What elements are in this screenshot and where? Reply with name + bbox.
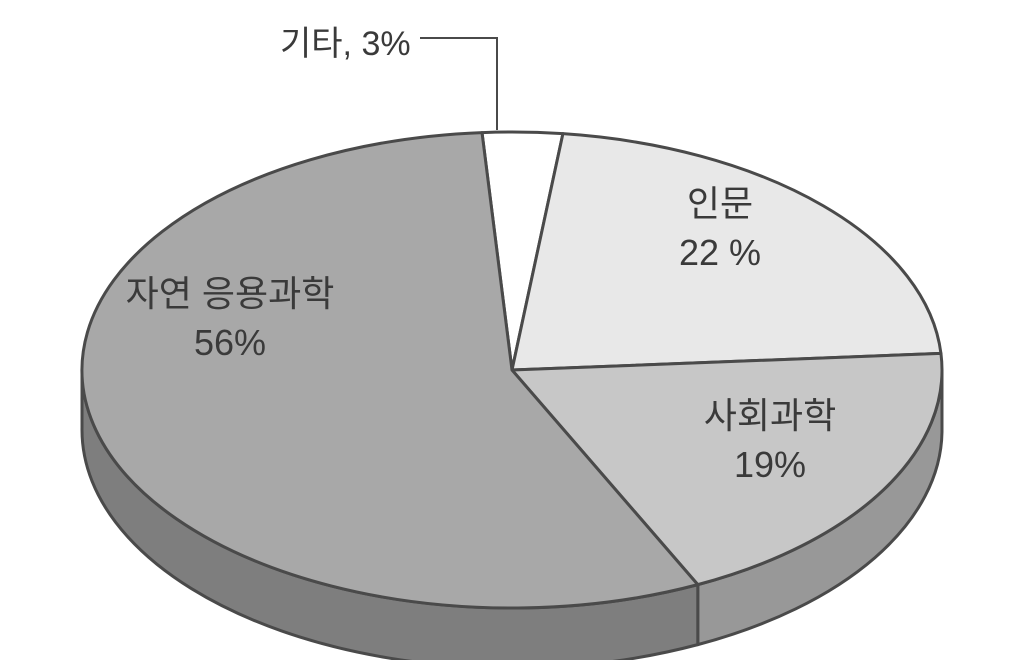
label-humanities: 인문22 % (679, 180, 761, 277)
label-social_sci-name: 사회과학 (704, 392, 836, 441)
label-humanities-pct: 22 % (679, 229, 761, 278)
label-social_sci: 사회과학19% (704, 392, 836, 489)
label-other-external: 기타, 3% (280, 22, 411, 68)
label-nat_applied-name: 자연 응용과학 (126, 270, 335, 319)
callout-leader-other (420, 38, 497, 130)
pie-chart-3d: 기타, 3% 인문22 % 사회과학19% 자연 응용과학56% (0, 0, 1024, 660)
label-humanities-name: 인문 (679, 180, 761, 229)
label-other-text: 기타, 3% (280, 25, 411, 63)
label-nat_applied-pct: 56% (126, 319, 335, 368)
label-social_sci-pct: 19% (704, 441, 836, 490)
label-nat_applied: 자연 응용과학56% (126, 270, 335, 367)
